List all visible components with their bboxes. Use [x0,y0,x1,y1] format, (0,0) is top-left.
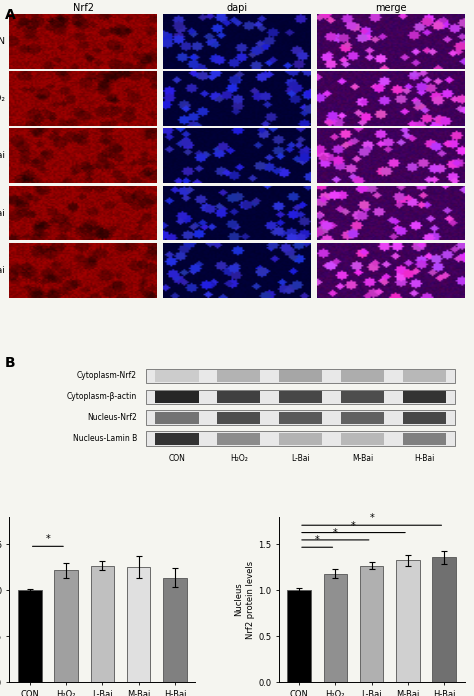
Bar [432,557,456,682]
FancyBboxPatch shape [279,433,322,445]
Text: *: * [333,528,337,538]
FancyBboxPatch shape [403,412,446,424]
Bar [324,574,347,682]
Bar [287,590,311,682]
FancyBboxPatch shape [155,433,199,445]
Y-axis label: Nucleus
Nrf2 protein levels: Nucleus Nrf2 protein levels [234,560,255,639]
Bar [163,578,187,682]
Text: A: A [5,8,16,22]
Text: *: * [369,514,374,523]
Y-axis label: H₂O₂: H₂O₂ [0,94,5,103]
FancyBboxPatch shape [279,412,322,424]
Title: Nrf2: Nrf2 [73,3,94,13]
FancyBboxPatch shape [217,391,261,403]
FancyBboxPatch shape [341,391,384,403]
FancyBboxPatch shape [217,412,261,424]
FancyBboxPatch shape [341,370,384,382]
FancyBboxPatch shape [279,391,322,403]
FancyBboxPatch shape [155,391,199,403]
Y-axis label: L-Bai: L-Bai [0,151,5,160]
Bar [396,560,420,682]
Text: Cytoplasm-β-actin: Cytoplasm-β-actin [67,393,137,402]
Text: Nucleus-Lamin B: Nucleus-Lamin B [73,434,137,443]
Bar [127,567,150,682]
Y-axis label: M-Bai: M-Bai [0,209,5,218]
FancyBboxPatch shape [279,370,322,382]
Text: *: * [315,535,319,546]
Text: M-Bai: M-Bai [352,454,373,463]
FancyBboxPatch shape [155,412,199,424]
FancyBboxPatch shape [217,433,261,445]
Bar [54,570,78,682]
FancyBboxPatch shape [341,433,384,445]
FancyBboxPatch shape [155,370,199,382]
Text: L-Bai: L-Bai [292,454,310,463]
FancyBboxPatch shape [341,412,384,424]
FancyBboxPatch shape [403,433,446,445]
Text: B: B [5,356,16,370]
Bar [18,590,42,682]
Text: Cytoplasm-Nrf2: Cytoplasm-Nrf2 [77,372,137,381]
Text: H-Bai: H-Bai [414,454,435,463]
Text: Nucleus-Nrf2: Nucleus-Nrf2 [87,413,137,422]
FancyBboxPatch shape [146,369,456,383]
Text: *: * [351,521,356,531]
Title: merge: merge [375,3,406,13]
FancyBboxPatch shape [403,391,446,403]
FancyBboxPatch shape [146,411,456,425]
Text: *: * [46,535,50,544]
FancyBboxPatch shape [403,370,446,382]
FancyBboxPatch shape [146,390,456,404]
Text: H₂O₂: H₂O₂ [230,454,248,463]
Y-axis label: CON: CON [0,37,5,46]
Y-axis label: H-Bai: H-Bai [0,266,5,275]
FancyBboxPatch shape [146,432,456,446]
Bar [360,566,383,682]
Text: CON: CON [168,454,185,463]
Title: dapi: dapi [227,3,247,13]
Bar [91,566,114,682]
FancyBboxPatch shape [217,370,261,382]
